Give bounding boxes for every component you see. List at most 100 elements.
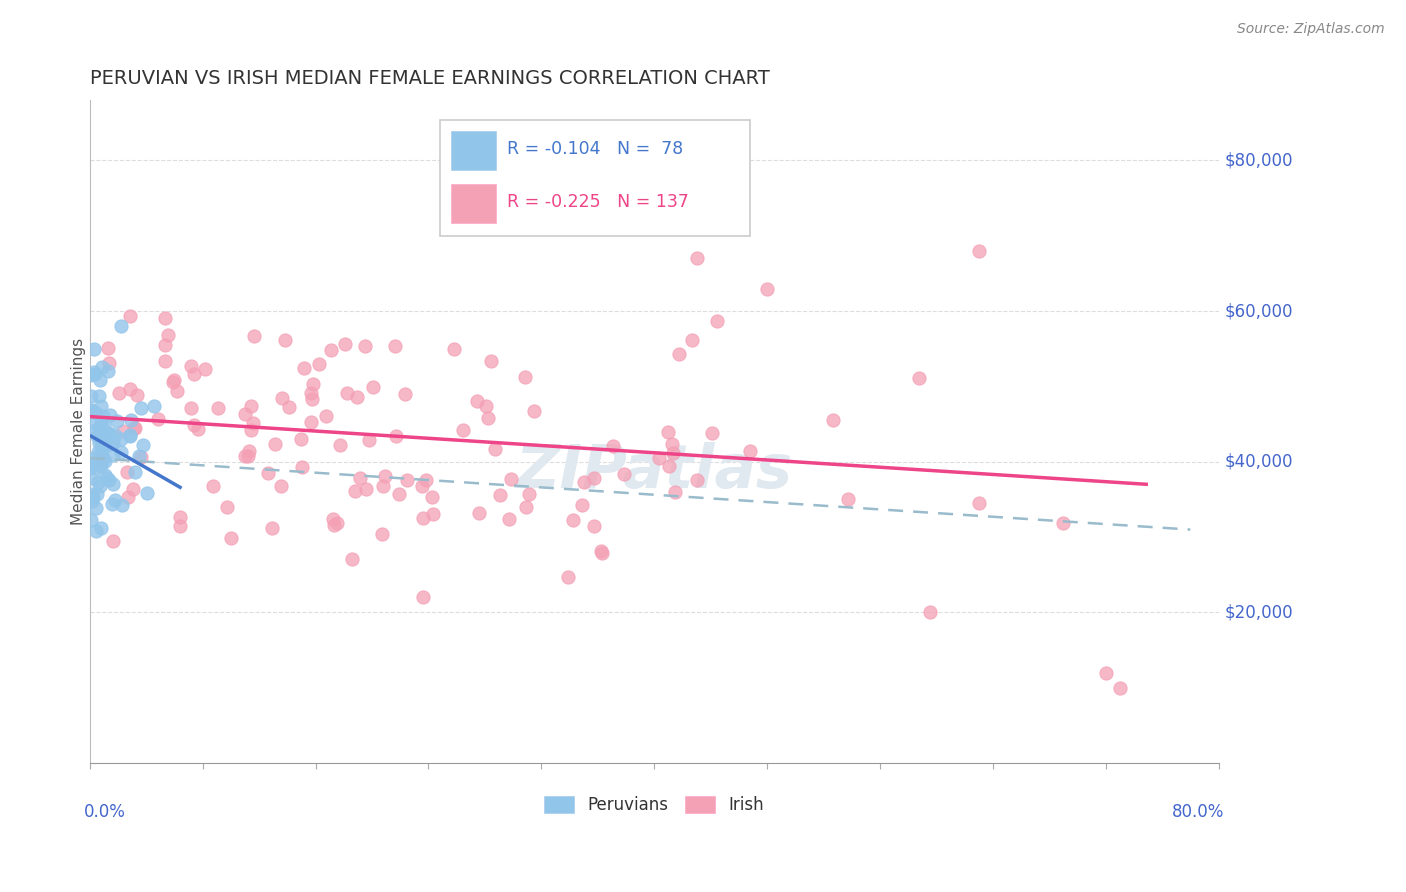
Point <box>374 469 396 483</box>
Point <box>658 458 681 473</box>
Y-axis label: Median Female Earnings: Median Female Earnings <box>72 338 86 525</box>
Text: PERUVIAN VS IRISH MEDIAN FEMALE EARNINGS CORRELATION CHART: PERUVIAN VS IRISH MEDIAN FEMALE EARNINGS… <box>90 69 769 87</box>
Point <box>346 390 368 404</box>
Point <box>98 427 121 442</box>
Point <box>602 439 624 453</box>
Point <box>90 416 112 430</box>
Point <box>333 337 356 351</box>
Point <box>668 347 690 361</box>
Point <box>127 387 149 401</box>
Point <box>90 434 112 448</box>
Point <box>292 360 315 375</box>
Point <box>613 467 636 481</box>
Point <box>112 424 135 438</box>
Point <box>91 409 114 424</box>
Point <box>260 521 283 535</box>
Point <box>582 519 605 533</box>
Point <box>239 423 262 437</box>
Point <box>84 524 107 538</box>
Point <box>82 494 104 508</box>
Point <box>90 399 112 413</box>
Point <box>582 470 605 484</box>
Point <box>329 438 352 452</box>
Point <box>87 389 110 403</box>
Point <box>110 319 132 334</box>
Point <box>468 507 491 521</box>
Point <box>326 516 349 530</box>
Bar <box>451 185 496 223</box>
Point <box>122 421 145 435</box>
Text: R = -0.225   N = 137: R = -0.225 N = 137 <box>508 194 689 211</box>
Point <box>319 343 342 357</box>
Point <box>90 448 112 462</box>
Point <box>685 252 707 266</box>
Point <box>354 339 377 353</box>
Point <box>117 490 139 504</box>
Point <box>80 471 103 485</box>
Point <box>700 425 723 440</box>
Point <box>354 482 377 496</box>
Point <box>517 486 540 500</box>
Point <box>561 513 583 527</box>
Point <box>291 460 314 475</box>
Point <box>91 452 114 467</box>
Point <box>1094 665 1116 680</box>
Point <box>91 359 114 374</box>
Point <box>340 552 363 566</box>
Point <box>336 385 359 400</box>
Point <box>83 342 105 356</box>
Point <box>572 475 595 489</box>
Point <box>108 386 131 401</box>
Point <box>89 450 111 465</box>
Point <box>264 437 287 451</box>
Point <box>1108 681 1130 695</box>
Point <box>162 376 184 390</box>
Point <box>243 328 266 343</box>
Point <box>98 426 121 441</box>
Point <box>104 427 127 442</box>
Point <box>373 479 395 493</box>
Point <box>103 448 125 462</box>
Point <box>110 432 132 446</box>
Point <box>104 493 127 508</box>
Point <box>384 339 406 353</box>
Point <box>499 472 522 486</box>
Point <box>118 428 141 442</box>
Point <box>498 512 520 526</box>
Point <box>121 482 143 496</box>
Point <box>163 373 186 387</box>
Point <box>277 400 299 414</box>
Point <box>89 441 111 455</box>
Point <box>98 408 121 422</box>
Point <box>100 437 122 451</box>
Point <box>84 500 107 515</box>
Point <box>308 357 330 371</box>
Point <box>589 544 612 558</box>
Point <box>302 377 325 392</box>
Point <box>83 450 105 465</box>
Point <box>93 417 115 432</box>
Point <box>82 403 104 417</box>
Point <box>681 333 703 347</box>
Point <box>129 401 152 415</box>
Bar <box>451 131 496 169</box>
Point <box>299 386 322 401</box>
Point <box>443 342 465 356</box>
Point <box>207 401 229 415</box>
Text: Source: ZipAtlas.com: Source: ZipAtlas.com <box>1237 22 1385 37</box>
Text: 0.0%: 0.0% <box>84 803 127 821</box>
Point <box>180 359 202 373</box>
Point <box>94 454 117 468</box>
Point <box>118 382 141 396</box>
Point <box>349 471 371 485</box>
Point <box>111 498 134 512</box>
Point <box>301 392 323 406</box>
Point <box>120 429 142 443</box>
Point <box>107 414 129 428</box>
Point <box>412 511 434 525</box>
Point <box>80 459 103 474</box>
Point <box>156 327 179 342</box>
Point <box>183 368 205 382</box>
Point <box>299 415 322 429</box>
Point <box>153 311 176 326</box>
